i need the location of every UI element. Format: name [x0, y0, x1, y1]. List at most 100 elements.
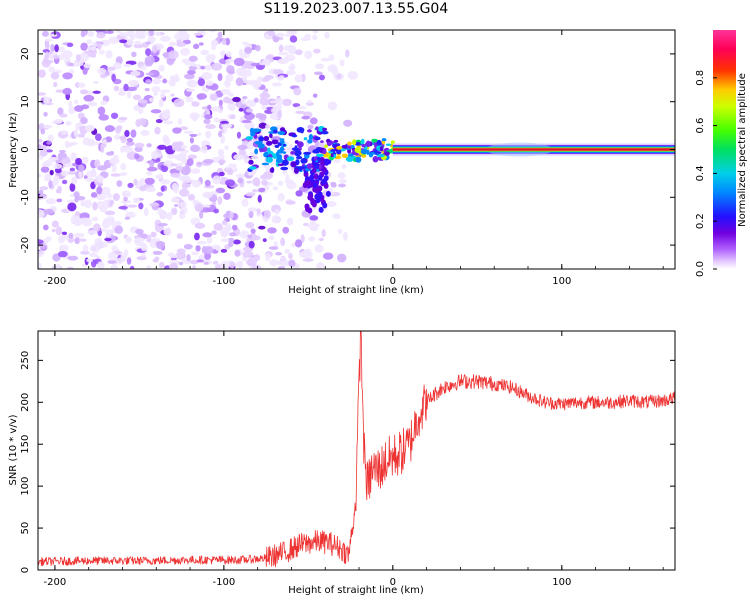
- spectrogram-noise-blob: [250, 155, 260, 160]
- spectrogram-noise-blob: [116, 257, 126, 263]
- spectrogram-noise-blob: [51, 228, 56, 233]
- spectrogram-onset-blob: [295, 155, 303, 160]
- spectrogram-noise-blob: [201, 144, 208, 154]
- snr-y-label: SNR (10 * v/v): [8, 414, 19, 485]
- spectrogram-noise-blob: [53, 81, 58, 88]
- colorbar-tick-label: 0.2: [695, 213, 706, 229]
- spectrogram-noise-blob: [186, 158, 194, 167]
- colorbar-gradient: [713, 30, 736, 269]
- spectrogram-noise-blob: [218, 131, 223, 138]
- spectrogram-tail-blob: [325, 190, 331, 197]
- spectrogram-noise-blob: [312, 93, 318, 98]
- spectrogram-noise-blob: [195, 161, 203, 168]
- spectrogram-tail-blob: [313, 173, 319, 180]
- spectrogram-noise-blob: [217, 196, 223, 205]
- spectrogram-noise-blob: [105, 50, 113, 59]
- spectrogram-noise-blob: [38, 139, 44, 143]
- spectrogram-noise-blob: [120, 135, 127, 144]
- spectrogram-noise-blob: [242, 96, 248, 100]
- spectrogram-noise-blob: [339, 59, 345, 67]
- spectrogram-noise-blob: [339, 178, 347, 184]
- spectrogram-noise-blob: [236, 260, 244, 269]
- spectrogram-noise-blob: [151, 86, 161, 93]
- spectrogram-noise-blob: [104, 210, 116, 216]
- spectrogram-onset-blob: [263, 135, 270, 142]
- spectrogram-noise-blob: [295, 106, 307, 110]
- spectrogram-noise-blob: [90, 192, 98, 198]
- spectrogram-onset-blob: [290, 161, 297, 168]
- spectrogram-noise-blob: [112, 193, 120, 201]
- spectrogram-noise-blob: [46, 140, 52, 145]
- spectrogram-onset-blob: [355, 141, 361, 146]
- spectrogram-noise-blob: [248, 262, 255, 267]
- spectrogram-noise-blob: [286, 30, 296, 35]
- spectrogram-noise-blob: [262, 90, 268, 97]
- snr-y-tick-label: 50: [20, 522, 31, 535]
- spectrogram-noise-blob: [186, 254, 191, 262]
- spectrogram-tail-blob: [307, 194, 313, 201]
- spectrogram-noise-blob: [100, 228, 107, 232]
- spectrogram-onset-blob: [312, 149, 321, 154]
- spectrogram-onset-blob: [307, 139, 313, 144]
- spectrogram-noise-blob: [57, 235, 65, 244]
- spectrogram-onset-blob: [374, 149, 378, 154]
- spectrogram-onset-blob: [261, 162, 270, 166]
- spectrogram-noise-blob: [268, 246, 279, 250]
- spectrogram-noise-blob: [38, 173, 42, 178]
- spectrogram-noise-blob: [73, 99, 79, 104]
- spectrogram-noise-blob: [133, 105, 141, 112]
- spectrogram-noise-blob: [183, 130, 194, 134]
- spectrogram-noise-blob: [204, 114, 213, 120]
- spectrogram-noise-blob: [223, 192, 231, 200]
- spectrogram-noise-blob: [130, 70, 141, 77]
- spectrogram-noise-blob: [337, 228, 343, 234]
- spectrogram-onset-blob: [249, 127, 255, 134]
- spectrogram-y-tick-label: 0: [20, 146, 31, 152]
- spectrogram-noise-blob: [212, 260, 219, 265]
- spectrogram-onset-blob: [282, 143, 287, 147]
- spectrogram-noise-blob: [267, 227, 277, 234]
- spectrogram-noise-blob: [241, 97, 246, 105]
- spectrogram-noise-blob: [236, 131, 242, 139]
- spectrogram-noise-blob: [107, 260, 117, 264]
- spectrogram-onset-blob: [347, 141, 352, 146]
- spectrogram-noise-blob: [110, 173, 122, 177]
- spectrogram-noise-blob: [145, 79, 152, 85]
- spectrogram-noise-blob: [220, 248, 228, 253]
- spectrogram-noise-blob: [74, 196, 79, 203]
- spectrogram-noise-blob: [67, 170, 78, 175]
- spectrogram-noise-blob: [179, 212, 186, 220]
- spectrogram-noise-blob: [78, 82, 86, 88]
- spectrogram-onset-blob: [291, 134, 298, 138]
- spectrogram-noise-blob: [265, 164, 271, 172]
- spectrogram-noise-blob: [143, 207, 149, 217]
- spectrogram-noise-blob: [139, 177, 146, 186]
- spectrogram-onset-blob: [317, 156, 321, 161]
- spectrogram-onset-blob: [376, 139, 382, 146]
- spectrogram-noise-blob: [126, 91, 132, 99]
- spectrogram-noise-blob: [102, 241, 109, 248]
- spectrogram-noise-blob: [96, 186, 103, 195]
- spectrogram-noise-blob: [241, 41, 249, 45]
- spectrogram-noise-blob: [154, 126, 161, 135]
- spectrogram-noise-blob: [94, 240, 106, 249]
- spectrogram-onset-blob: [303, 151, 312, 155]
- spectrogram-noise-blob: [288, 252, 293, 260]
- spectrogram-noise-blob: [328, 54, 335, 61]
- spectrogram-noise-blob: [294, 74, 303, 83]
- spectrogram-noise-blob: [225, 61, 231, 66]
- spectrogram-noise-blob: [43, 224, 49, 231]
- spectrogram-noise-blob: [256, 208, 261, 215]
- spectrogram-onset-blob: [277, 131, 286, 136]
- spectrogram-noise-blob: [125, 39, 134, 46]
- spectrogram-noise-blob: [146, 265, 152, 269]
- spectrogram-noise-blob: [210, 40, 218, 48]
- spectrogram-noise-blob: [53, 163, 63, 169]
- spectrogram-onset-blob: [300, 129, 304, 134]
- spectrogram-noise-blob: [301, 250, 313, 259]
- spectrogram-noise-blob: [68, 62, 74, 67]
- spectrogram-noise-blob: [144, 55, 155, 65]
- spectrogram-x-tick-label: 100: [552, 276, 571, 287]
- spectrogram-noise-blob: [68, 232, 74, 239]
- spectrogram-onset-blob: [314, 165, 318, 170]
